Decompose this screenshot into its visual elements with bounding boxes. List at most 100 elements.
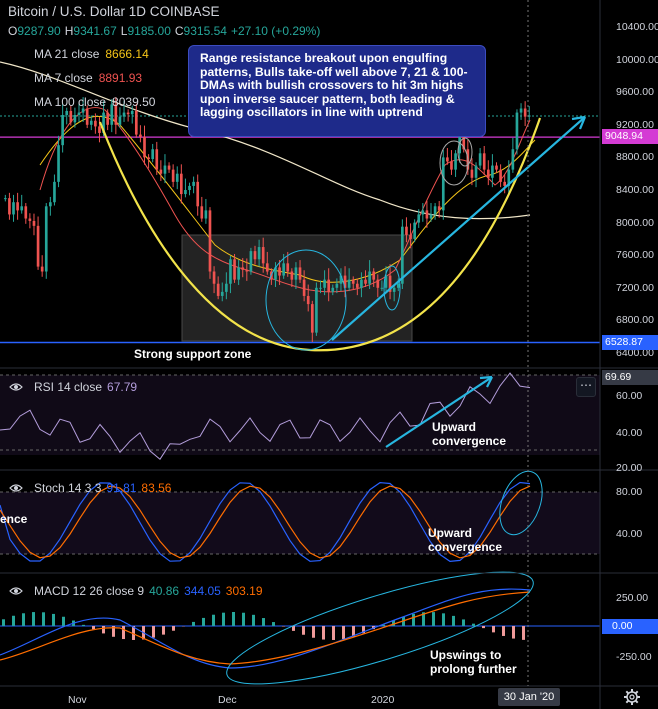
candle-body — [20, 206, 24, 211]
candle-body — [180, 173, 183, 195]
candle-body — [134, 110, 138, 135]
candle-body — [208, 210, 212, 272]
macd-histogram-bar — [2, 619, 5, 626]
rsi-value-tag: 69.69 — [602, 370, 658, 385]
candle-body — [69, 110, 73, 123]
candle-body — [527, 115, 531, 117]
candle-body — [265, 263, 269, 272]
macd-zero-tag: 0.00 — [602, 619, 658, 634]
eye-icon[interactable] — [9, 585, 23, 597]
eye-icon[interactable] — [9, 381, 23, 393]
rsi-line — [0, 372, 531, 460]
ma100-legend[interactable]: MA 100 close 8039.50 — [34, 95, 156, 109]
candle-body — [380, 287, 384, 289]
candle-body — [175, 173, 179, 182]
candle-body — [192, 181, 195, 186]
stoch-left-annotation: ence — [0, 512, 28, 526]
candle-body — [81, 108, 85, 113]
candle-body — [16, 202, 19, 211]
macd-histogram-bar — [22, 613, 25, 626]
macd-tick: -250.00 — [616, 651, 652, 663]
candle-body — [519, 108, 523, 113]
candle-body — [323, 279, 326, 288]
stoch-tick: 80.00 — [616, 486, 643, 498]
macd-histogram-bar — [512, 626, 515, 639]
candle-body — [376, 279, 380, 288]
gear-icon[interactable] — [623, 688, 641, 706]
candle-body — [118, 116, 122, 125]
ma7-legend[interactable]: MA 7 close 8891.93 — [34, 71, 143, 85]
price-tick: 6800.00 — [616, 314, 654, 327]
candle-body — [4, 198, 7, 200]
more-icon[interactable]: ⋯ — [576, 377, 596, 397]
resistance-price-tag: 9048.94 — [602, 129, 658, 144]
candle-body — [257, 247, 261, 260]
highlight-ellipse — [265, 249, 347, 351]
candle-body — [462, 132, 466, 150]
candle-body — [163, 165, 167, 174]
candle-body — [433, 206, 437, 215]
macd-histogram-bar — [462, 619, 465, 626]
indicator-panes — [0, 372, 600, 685]
ohlc-item: H9341.67 — [64, 24, 117, 38]
stoch-legend[interactable]: Stoch 14 3 3 91.81 83.56 — [34, 481, 172, 495]
candle-body — [65, 110, 69, 116]
macd-histogram-bar — [82, 624, 85, 626]
macd-histogram-bar — [152, 626, 155, 638]
macd-legend[interactable]: MACD 12 26 close 9 40.86 344.05 303.19 — [34, 584, 263, 598]
candle-body — [429, 214, 433, 219]
ohlc-readout: O9287.90 H9341.67 L9185.00 C9315.54 +27.10 (… — [8, 24, 320, 38]
candle-body — [368, 271, 371, 284]
candle-body — [286, 263, 290, 272]
macd-histogram-bar — [422, 612, 425, 626]
candle-body — [315, 287, 318, 333]
candle-body — [503, 181, 507, 186]
range-box — [181, 234, 413, 342]
candle-body — [147, 157, 150, 160]
candle-body — [351, 279, 355, 284]
candle-body — [126, 112, 130, 115]
candle-body — [188, 185, 191, 190]
macd-histogram-bar — [452, 615, 455, 626]
candle-body — [245, 269, 249, 272]
price-tick: 7200.00 — [616, 281, 654, 294]
macd-ellipse — [226, 571, 534, 685]
ma21-legend[interactable]: MA 21 close 8666.14 — [34, 47, 149, 61]
macd-histogram-bar — [32, 612, 35, 626]
macd-histogram-bar — [162, 626, 165, 635]
candle-body — [437, 206, 441, 211]
candle-body — [384, 275, 388, 288]
stoch-annotation: Upward convergence — [428, 526, 503, 554]
macd-histogram-bar — [492, 626, 495, 633]
candle-body — [216, 283, 220, 296]
stoch-tick: 40.00 — [616, 528, 643, 540]
candle-body — [405, 226, 408, 235]
ma100-line — [0, 61, 531, 220]
eye-icon[interactable] — [9, 482, 23, 494]
candle-body — [229, 259, 232, 284]
time-tick: 2020 — [371, 694, 395, 706]
macd-histogram-bar — [62, 616, 65, 626]
candle-body — [225, 283, 228, 292]
macd-histogram-bar — [212, 614, 215, 626]
candle-body — [372, 271, 376, 280]
candle-body — [36, 225, 40, 267]
candle-body — [98, 126, 101, 133]
macd-histogram-bar — [92, 626, 95, 630]
macd-histogram-bar — [342, 626, 345, 639]
macd-histogram-bar — [232, 612, 235, 626]
rsi-band — [0, 375, 600, 455]
macd-histogram-bar — [482, 626, 485, 629]
candle-body — [417, 214, 421, 223]
ohlc-item: O9287.90 — [8, 24, 61, 38]
candle-body — [159, 169, 163, 174]
candle-body — [491, 165, 494, 178]
macd-histogram-bar — [172, 626, 175, 631]
macd-histogram-bar — [272, 622, 275, 626]
candle-body — [89, 120, 93, 125]
macd-histogram-bar — [262, 618, 265, 626]
candle-body — [102, 112, 105, 133]
rsi-legend[interactable]: RSI 14 close 67.79 — [34, 380, 138, 394]
stoch-k-line — [0, 481, 531, 563]
